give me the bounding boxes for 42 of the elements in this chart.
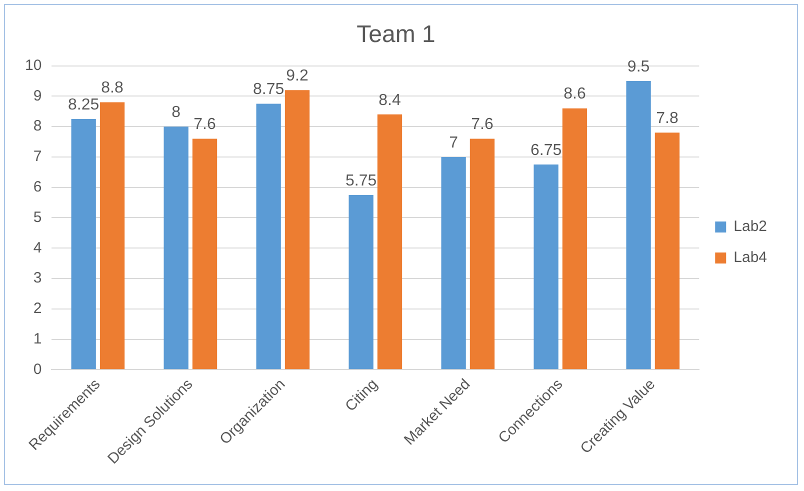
data-label: 8.75 bbox=[253, 81, 284, 98]
bar bbox=[100, 102, 125, 370]
y-tick-label: 3 bbox=[33, 270, 42, 287]
data-label: 7.6 bbox=[194, 116, 216, 134]
y-tick-label: 4 bbox=[33, 239, 42, 256]
bar bbox=[626, 80, 651, 370]
data-label: 7.6 bbox=[471, 116, 494, 134]
chart-title: Team 1 bbox=[356, 21, 436, 48]
legend-label: Lab4 bbox=[734, 249, 768, 266]
bar bbox=[71, 118, 96, 370]
y-tick-label: 7 bbox=[33, 148, 42, 166]
data-label: 5.75 bbox=[346, 172, 377, 190]
bar bbox=[654, 132, 680, 370]
data-label: 7.8 bbox=[656, 110, 678, 128]
data-label: 7 bbox=[449, 134, 458, 152]
bar bbox=[192, 138, 218, 370]
y-tick-label: 10 bbox=[24, 56, 42, 74]
y-tick-label: 2 bbox=[33, 300, 42, 318]
data-label: 8 bbox=[172, 104, 181, 121]
bar bbox=[470, 138, 495, 370]
data-label: 9.5 bbox=[627, 58, 650, 76]
data-label: 8.4 bbox=[378, 92, 401, 109]
bar bbox=[256, 104, 281, 370]
data-label: 8.6 bbox=[564, 86, 586, 103]
bar bbox=[534, 164, 558, 370]
data-label: 8.8 bbox=[101, 80, 124, 97]
y-tick-label: 0 bbox=[33, 360, 42, 378]
y-tick-label: 1 bbox=[33, 330, 42, 348]
y-tick-label: 6 bbox=[33, 178, 42, 196]
y-tick-label: 8 bbox=[33, 118, 42, 135]
bar bbox=[164, 126, 188, 370]
bar bbox=[441, 156, 466, 370]
bar bbox=[284, 90, 310, 370]
data-label: 9.2 bbox=[286, 68, 308, 85]
legend-label: Lab2 bbox=[734, 218, 768, 236]
data-label: 6.75 bbox=[530, 142, 562, 159]
bar bbox=[377, 114, 402, 370]
data-label: 8.25 bbox=[68, 96, 100, 114]
y-tick-label: 9 bbox=[33, 87, 42, 104]
bar bbox=[562, 108, 588, 370]
bar bbox=[348, 194, 374, 370]
y-tick-label: 5 bbox=[33, 208, 42, 226]
